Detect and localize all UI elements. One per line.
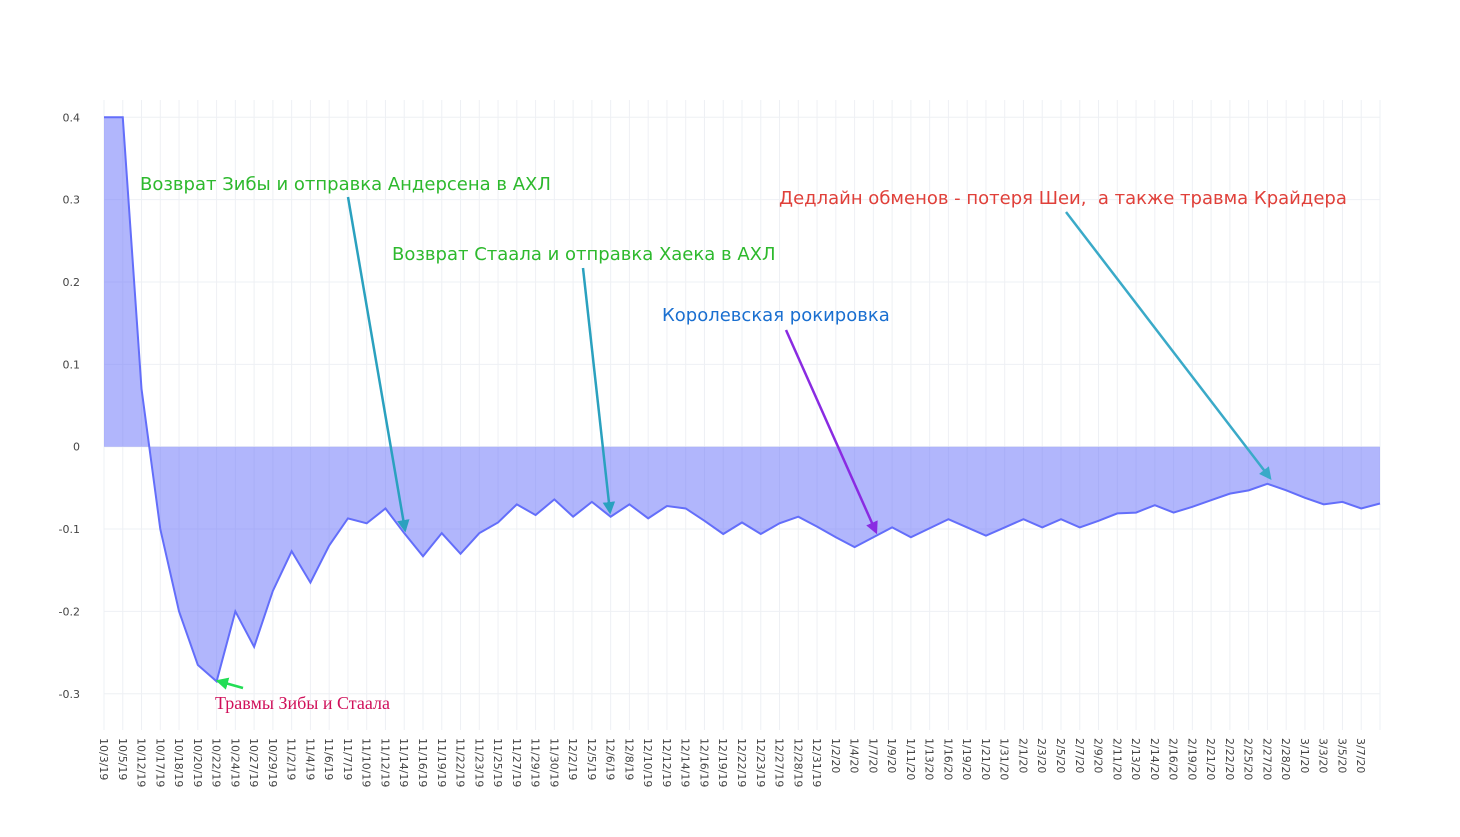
x-tick-label: 10/17/19 [153,738,166,787]
x-tick-label: 11/23/19 [472,738,485,787]
y-tick-label: 0 [73,441,80,454]
x-tick-label: 1/4/20 [848,738,861,773]
y-tick-label: -0.1 [59,523,80,536]
annotation-arrow [346,196,410,533]
x-tick-label: 12/23/19 [754,738,767,787]
x-tick-label: 2/11/20 [1110,738,1123,780]
x-tick-label: 10/22/19 [210,738,223,787]
x-tick-label: 1/2/20 [829,738,842,773]
x-tick-label: 2/9/20 [1092,738,1105,773]
x-tick-label: 11/4/19 [303,738,316,780]
x-tick-label: 2/25/20 [1242,738,1255,780]
x-tick-label: 2/5/20 [1054,738,1067,773]
x-tick-label: 11/16/19 [416,738,429,787]
x-tick-label: 2/14/20 [1148,738,1161,780]
x-tick-label: 11/6/19 [322,738,335,780]
annotation-arrow [215,677,244,690]
annotation-arrow [581,267,616,515]
x-tick-label: 2/16/20 [1167,738,1180,780]
x-tick-label: 3/7/20 [1354,738,1367,773]
y-tick-label: 0.4 [63,111,81,124]
x-tick-label: 11/14/19 [397,738,410,787]
x-tick-label: 2/3/20 [1035,738,1048,773]
x-tick-label: 11/29/19 [529,738,542,787]
annotation: Королевская рокировка [662,305,890,326]
x-tick-label: 12/10/19 [641,738,654,787]
x-tick-label: 1/13/20 [923,738,936,780]
x-tick-label: 3/1/20 [1298,738,1311,773]
area-fill [104,117,1380,682]
x-tick-label: 2/1/20 [1016,738,1029,773]
x-tick-label: 12/5/19 [585,738,598,780]
annotation: Дедлайн обменов - потеря Шеи, а также тр… [779,188,1347,209]
x-tick-label: 2/28/20 [1279,738,1292,780]
x-tick-label: 10/24/19 [228,738,241,787]
x-tick-label: 11/7/19 [341,738,354,780]
annotation-arrow [784,329,878,535]
y-tick-label: -0.3 [59,688,80,701]
x-tick-label: 3/3/20 [1317,738,1330,773]
x-tick-label: 10/29/19 [266,738,279,787]
x-tick-label: 12/16/19 [697,738,710,787]
x-tick-label: 11/30/19 [547,738,560,787]
x-tick-label: 11/27/19 [510,738,523,787]
y-tick-label: -0.2 [59,605,80,618]
x-tick-label: 12/12/19 [660,738,673,787]
x-tick-label: 12/14/19 [679,738,692,787]
x-tick-label: 2/19/20 [1185,738,1198,780]
x-tick-label: 12/22/19 [735,738,748,787]
x-tick-label: 1/7/20 [866,738,879,773]
x-tick-label: 1/21/20 [979,738,992,780]
x-tick-label: 10/18/19 [172,738,185,787]
x-tick-label: 12/31/19 [810,738,823,787]
x-tick-label: 1/16/20 [941,738,954,780]
x-tick-label: 12/19/19 [716,738,729,787]
x-tick-label: 11/19/19 [435,738,448,787]
x-tick-label: 11/12/19 [378,738,391,787]
x-tick-label: 11/2/19 [285,738,298,780]
x-tick-label: 12/28/19 [791,738,804,787]
x-tick-label: 2/22/20 [1223,738,1236,780]
x-tick-label: 2/7/20 [1073,738,1086,773]
x-tick-label: 12/8/19 [622,738,635,780]
y-tick-label: 0.2 [63,276,81,289]
x-tick-label: 3/5/20 [1335,738,1348,773]
x-tick-label: 2/21/20 [1204,738,1217,780]
annotation: Возврат Стаала и отправка Хаека в АХЛ [392,244,776,265]
x-tick-label: 12/27/19 [773,738,786,787]
x-tick-label: 12/6/19 [604,738,617,780]
x-tick-label: 12/2/19 [566,738,579,780]
x-tick-label: 10/27/19 [247,738,260,787]
x-tick-label: 11/25/19 [491,738,504,787]
x-tick-label: 10/3/19 [97,738,110,780]
y-tick-label: 0.1 [63,358,81,371]
x-tick-label: 1/31/20 [998,738,1011,780]
x-tick-label: 10/12/19 [135,738,148,787]
y-tick-label: 0.3 [63,194,81,207]
x-tick-label: 10/5/19 [116,738,129,780]
x-tick-label: 11/10/19 [360,738,373,787]
annotation: Травмы Зибы и Стаала [215,693,390,713]
x-tick-label: 1/11/20 [904,738,917,780]
annotation-arrow [1065,211,1272,480]
annotation: Возврат Зибы и отправка Андерсена в АХЛ [140,174,551,195]
x-tick-label: 11/22/19 [454,738,467,787]
line [104,116,1381,684]
x-tick-label: 10/20/19 [191,738,204,787]
x-tick-label: 2/27/20 [1260,738,1273,780]
x-tick-label: 1/9/20 [885,738,898,773]
x-tick-label: 2/13/20 [1129,738,1142,780]
x-tick-label: 1/19/20 [960,738,973,780]
